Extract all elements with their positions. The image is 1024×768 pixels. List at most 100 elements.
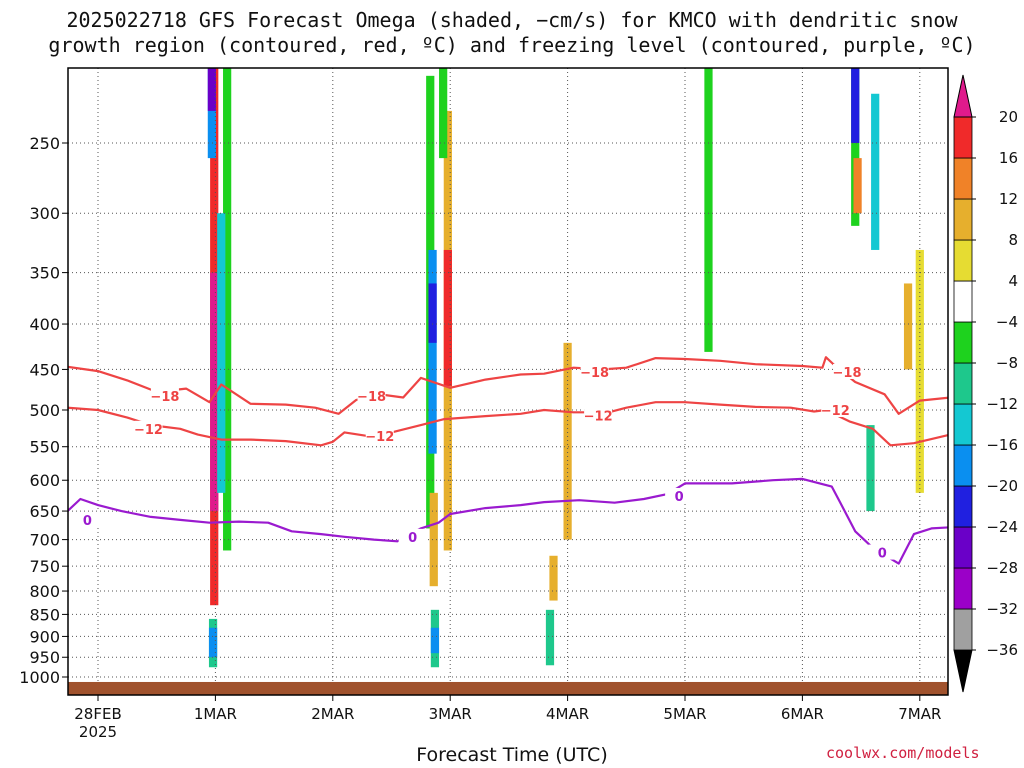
colorbar-label: −8 bbox=[996, 354, 1018, 372]
omega-cell bbox=[430, 627, 440, 654]
omega-cell bbox=[851, 68, 860, 144]
omega-cell bbox=[903, 283, 913, 370]
colorbar-label: −32 bbox=[986, 600, 1018, 618]
colorbar-segment bbox=[953, 526, 973, 569]
contour-label-bg bbox=[150, 387, 179, 403]
contour-label: 0 bbox=[408, 531, 417, 546]
omega-cell bbox=[915, 249, 924, 493]
y-tick-label: 250 bbox=[29, 134, 60, 153]
colorbar-label: 20 bbox=[999, 108, 1018, 126]
contour-label-bg bbox=[580, 363, 609, 379]
plot-border bbox=[67, 67, 949, 696]
colorbar-label: 16 bbox=[999, 149, 1018, 167]
ground-surface bbox=[68, 681, 948, 695]
omega-cell bbox=[439, 68, 448, 159]
colorbar-segment bbox=[953, 280, 973, 323]
contour-label: −18 bbox=[580, 366, 609, 381]
omega-cell bbox=[207, 68, 216, 159]
x-tick-sublabel: 2025 bbox=[79, 723, 117, 741]
ground-fill bbox=[68, 681, 948, 695]
plot-background bbox=[68, 68, 948, 695]
omega-cell bbox=[210, 272, 219, 512]
grid bbox=[68, 68, 948, 695]
colorbar-label: −4 bbox=[996, 313, 1018, 331]
contour-line bbox=[68, 477, 948, 565]
contour-label: 0 bbox=[878, 547, 887, 562]
omega-cell bbox=[545, 609, 555, 666]
plot-frame bbox=[67, 67, 949, 696]
x-tick-label: 28FEB bbox=[74, 705, 121, 723]
omega-cell bbox=[443, 249, 452, 387]
contour-label: −12 bbox=[365, 430, 394, 445]
y-tick-label: 300 bbox=[29, 204, 60, 223]
omega-cell bbox=[429, 492, 438, 587]
colorbar-arrow-high bbox=[953, 74, 973, 118]
x-tick-label: 4MAR bbox=[546, 705, 589, 723]
contour-label: 0 bbox=[83, 514, 92, 529]
colorbar-segment bbox=[953, 239, 973, 282]
y-tick-label: 800 bbox=[29, 582, 60, 601]
contour-label: 0 bbox=[675, 490, 684, 505]
y-tick-label: 550 bbox=[29, 438, 60, 457]
y-tick-label: 450 bbox=[29, 360, 60, 379]
omega-cell bbox=[853, 158, 862, 214]
x-tick-label: 3MAR bbox=[429, 705, 472, 723]
x-tick-label: 5MAR bbox=[663, 705, 706, 723]
colorbar-segment bbox=[953, 321, 973, 364]
contour-line bbox=[68, 356, 948, 415]
colorbar-segment bbox=[953, 608, 973, 651]
omega-cell bbox=[217, 213, 226, 493]
contour-label-bg bbox=[821, 402, 850, 417]
y-tick-label: 850 bbox=[29, 605, 60, 624]
colorbar-label: 12 bbox=[999, 190, 1018, 208]
contour-label-bg bbox=[73, 511, 102, 527]
colorbar-segment bbox=[953, 198, 973, 241]
contour-lines: −18 −18 −18 −18 −12 −12 −12 −12 0 0 0 0 bbox=[68, 356, 948, 565]
y-tick-label: 750 bbox=[29, 557, 60, 576]
x-axis-label: Forecast Time (UTC) bbox=[416, 744, 608, 766]
colorbar-label: −24 bbox=[986, 518, 1018, 536]
contour-label: −18 bbox=[833, 366, 862, 381]
x-tick-label: 6MAR bbox=[781, 705, 824, 723]
y-tick-label: 400 bbox=[29, 315, 60, 334]
contour-line bbox=[68, 401, 948, 447]
colorbar-label: −20 bbox=[986, 477, 1018, 495]
omega-shading bbox=[207, 68, 924, 668]
source-credit: coolwx.com/models bbox=[826, 744, 980, 762]
colorbar-label: −36 bbox=[986, 641, 1018, 659]
omega-cell bbox=[549, 555, 558, 601]
contour-label: −18 bbox=[357, 390, 386, 405]
x-tick-label: 1MAR bbox=[194, 705, 237, 723]
y-tick-label: 1000 bbox=[19, 668, 60, 687]
colorbar-segment bbox=[953, 485, 973, 528]
colorbar-label: −12 bbox=[986, 395, 1018, 413]
colorbar-label: 8 bbox=[1008, 231, 1018, 249]
y-tick-label: 500 bbox=[29, 401, 60, 420]
contour-label-bg bbox=[584, 407, 613, 423]
colorbar: 20 16 12 8 4 −4 −8 −12 −16 −20 −24 −28 −32 −36 bbox=[953, 74, 1018, 693]
omega-cell bbox=[428, 249, 437, 454]
omega-cell bbox=[871, 93, 880, 250]
contour-label-bg bbox=[665, 487, 694, 503]
contour-label-bg bbox=[868, 544, 897, 560]
colorbar-arrow-low bbox=[953, 649, 973, 693]
contour-label: −12 bbox=[584, 409, 613, 424]
y-tick-label: 350 bbox=[29, 264, 60, 283]
omega-cell bbox=[428, 283, 437, 343]
y-tick-label: 950 bbox=[29, 648, 60, 667]
colorbar-segment bbox=[953, 116, 973, 159]
colorbar-label: 4 bbox=[1008, 272, 1018, 290]
colorbar-segment bbox=[953, 362, 973, 405]
contour-label-bg bbox=[833, 363, 862, 379]
contour-label-bg bbox=[365, 428, 394, 444]
contour-label-bg bbox=[398, 528, 427, 544]
colorbar-segment bbox=[953, 403, 973, 446]
colorbar-label: −16 bbox=[986, 436, 1018, 454]
omega-cell bbox=[866, 425, 875, 512]
contour-label: −12 bbox=[134, 423, 163, 438]
contour-label: −18 bbox=[150, 390, 179, 405]
colorbar-label: −28 bbox=[986, 559, 1018, 577]
